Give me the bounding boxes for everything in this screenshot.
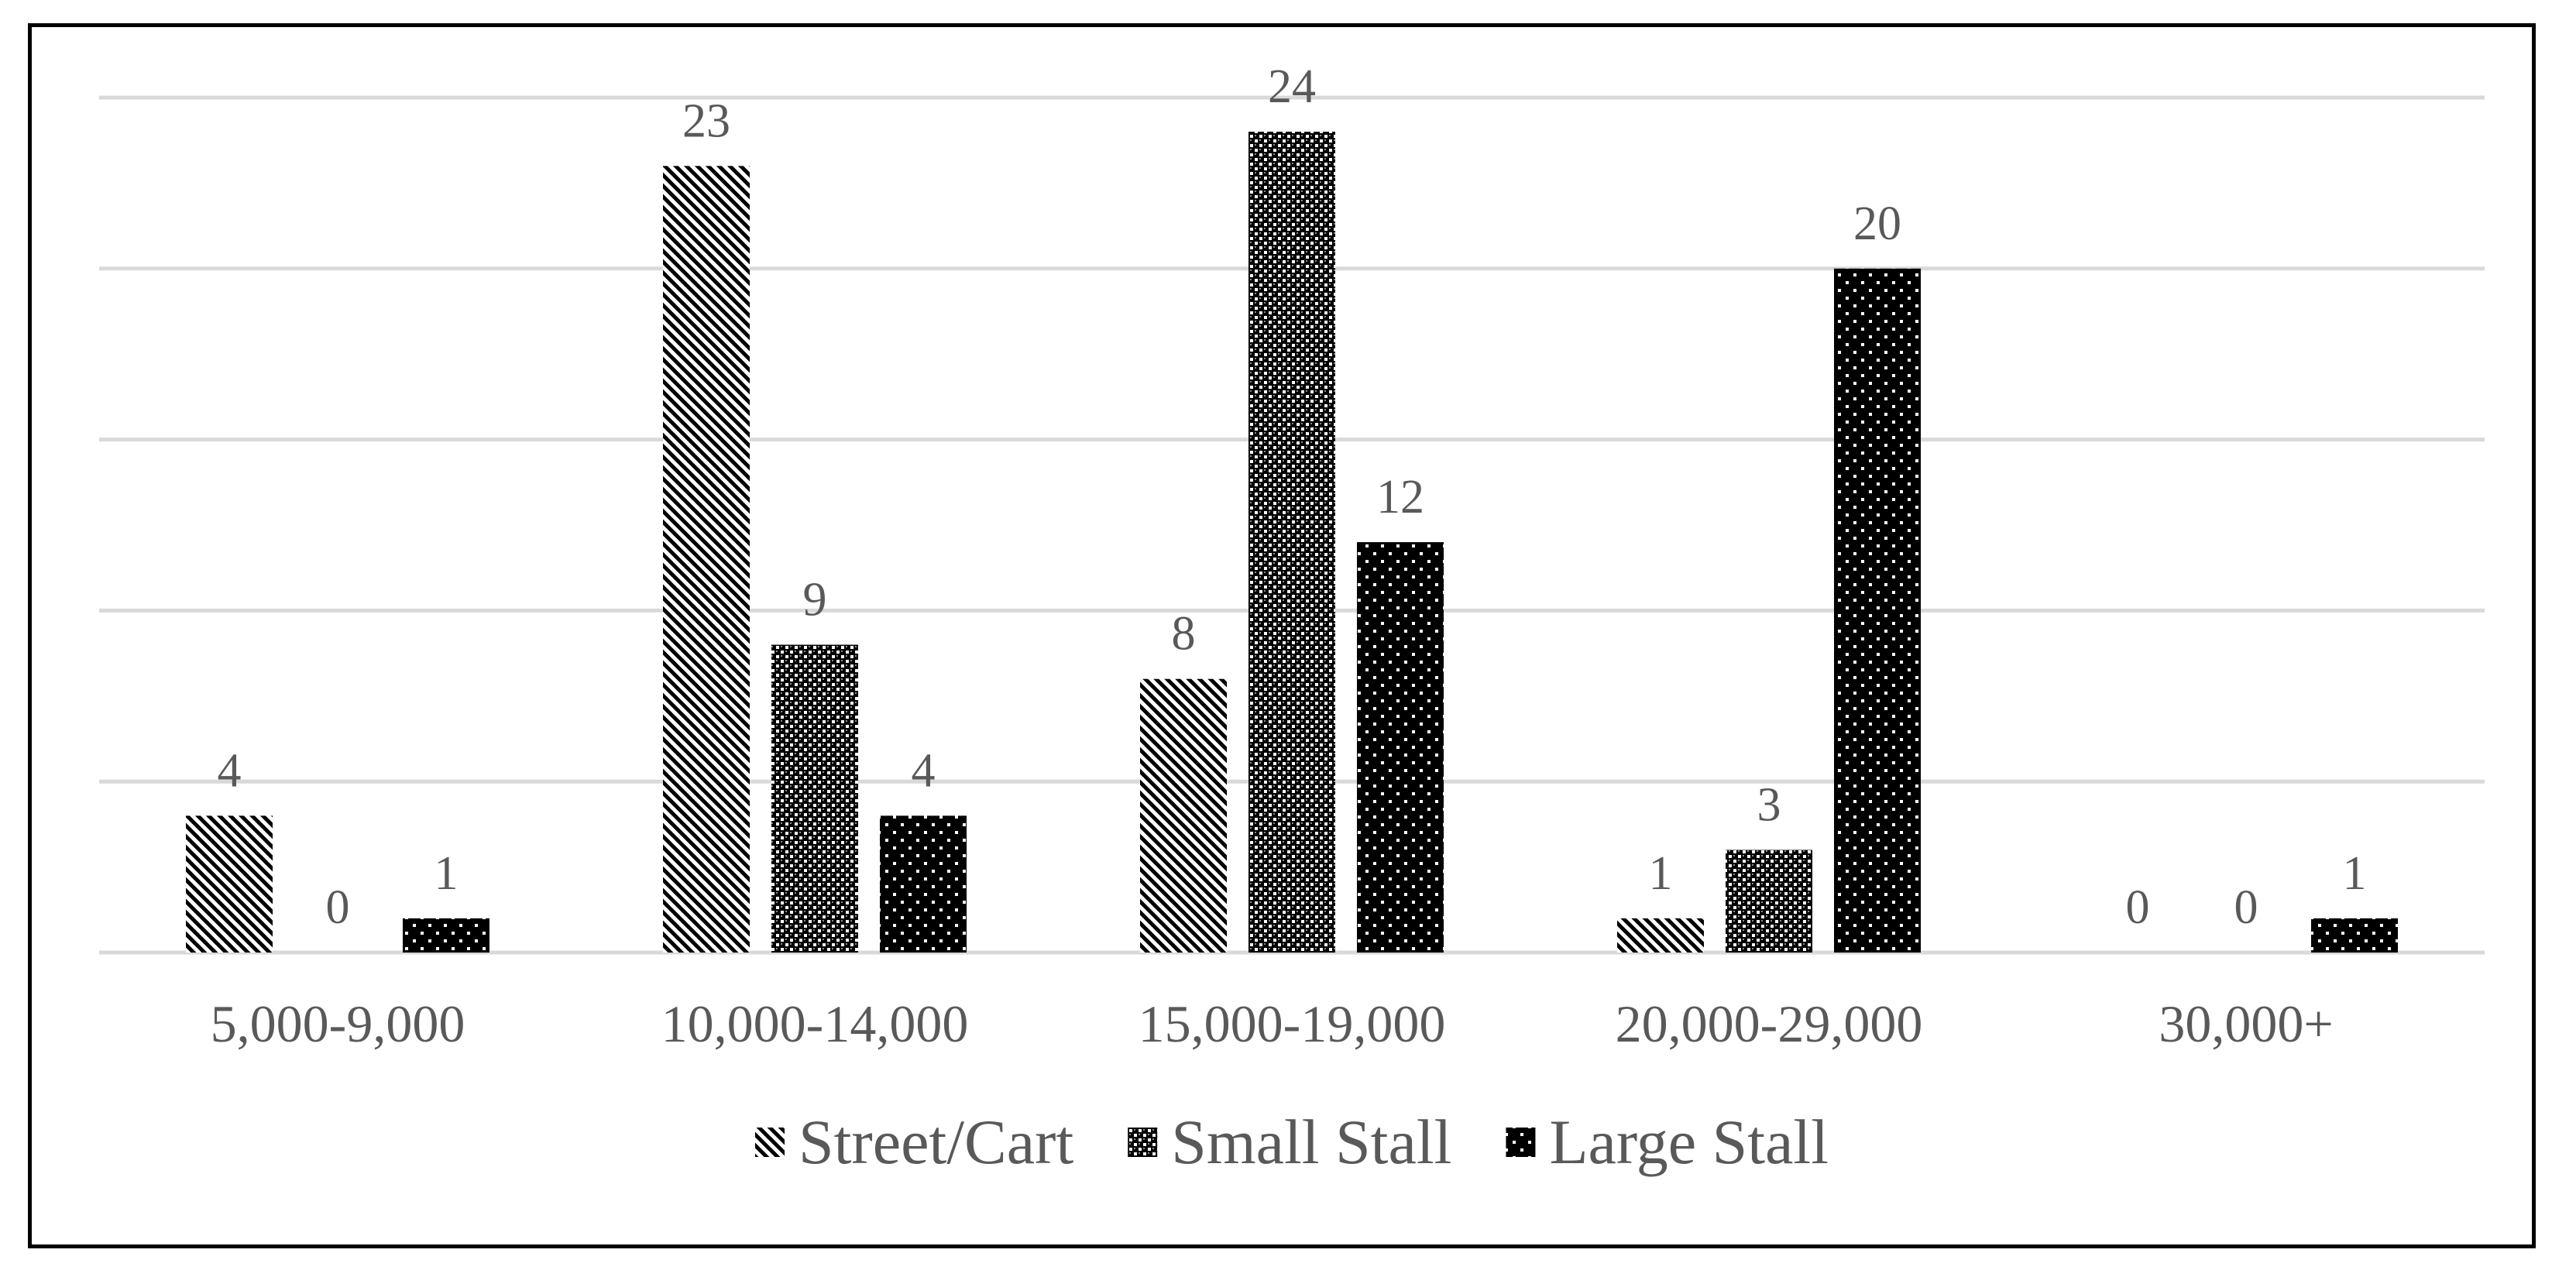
bar-small-stall-1: [771, 644, 858, 953]
data-label: 8: [1172, 608, 1196, 661]
legend-item-street-cart: Street/Cart: [755, 1107, 1073, 1177]
bar-large-stall-2: [1357, 542, 1444, 953]
data-label: 1: [2343, 847, 2367, 900]
x-axis-tick-labels: 5,000-9,000 10,000-14,000 15,000-19,000 20,…: [211, 994, 2334, 1053]
data-label: 4: [218, 744, 242, 797]
bar-large-stall-3: [1834, 268, 1921, 953]
data-label: 1: [434, 847, 459, 900]
legend-swatch: [1506, 1128, 1536, 1157]
data-label: 0: [2126, 881, 2150, 934]
data-label: 1: [1649, 847, 1673, 900]
x-tick-label: 10,000-14,000: [661, 994, 969, 1053]
bar-street-cart-1: [663, 166, 750, 953]
data-label: 0: [2234, 881, 2258, 934]
legend-label: Small Stall: [1171, 1107, 1451, 1177]
x-tick-label: 5,000-9,000: [211, 994, 465, 1053]
x-tick-label: 20,000-29,000: [1616, 994, 1923, 1053]
data-label: 9: [803, 574, 827, 626]
bar-street-cart-3: [1617, 918, 1704, 953]
data-label: 24: [1268, 60, 1316, 113]
legend-swatch: [1128, 1128, 1158, 1157]
x-tick-label: 30,000+: [2159, 994, 2333, 1053]
legend: Street/Cart Small Stall Large Stall: [755, 1107, 1829, 1177]
data-label: 4: [912, 744, 936, 797]
data-label: 12: [1376, 471, 1424, 524]
data-labels: 4 0 1 23 9 4 8 24 12 1 3 20 0 0 1: [218, 60, 2367, 934]
legend-item-large-stall: Large Stall: [1506, 1107, 1829, 1177]
legend-swatch: [755, 1128, 785, 1157]
bars: [186, 132, 2398, 953]
data-label: 0: [326, 881, 350, 934]
legend-label: Street/Cart: [799, 1107, 1073, 1177]
legend-item-small-stall: Small Stall: [1128, 1107, 1451, 1177]
bar-large-stall-4: [2311, 918, 2398, 953]
data-label: 3: [1757, 779, 1781, 832]
data-label: 23: [682, 94, 730, 147]
bar-small-stall-2: [1249, 132, 1335, 953]
data-label: 20: [1853, 197, 1901, 250]
legend-label: Large Stall: [1549, 1107, 1829, 1177]
bar-street-cart-0: [186, 815, 273, 953]
bar-street-cart-2: [1140, 678, 1227, 953]
bar-large-stall-0: [403, 918, 489, 953]
bar-small-stall-3: [1726, 850, 1812, 953]
x-tick-label: 15,000-19,000: [1139, 994, 1446, 1053]
bar-large-stall-1: [880, 815, 967, 953]
